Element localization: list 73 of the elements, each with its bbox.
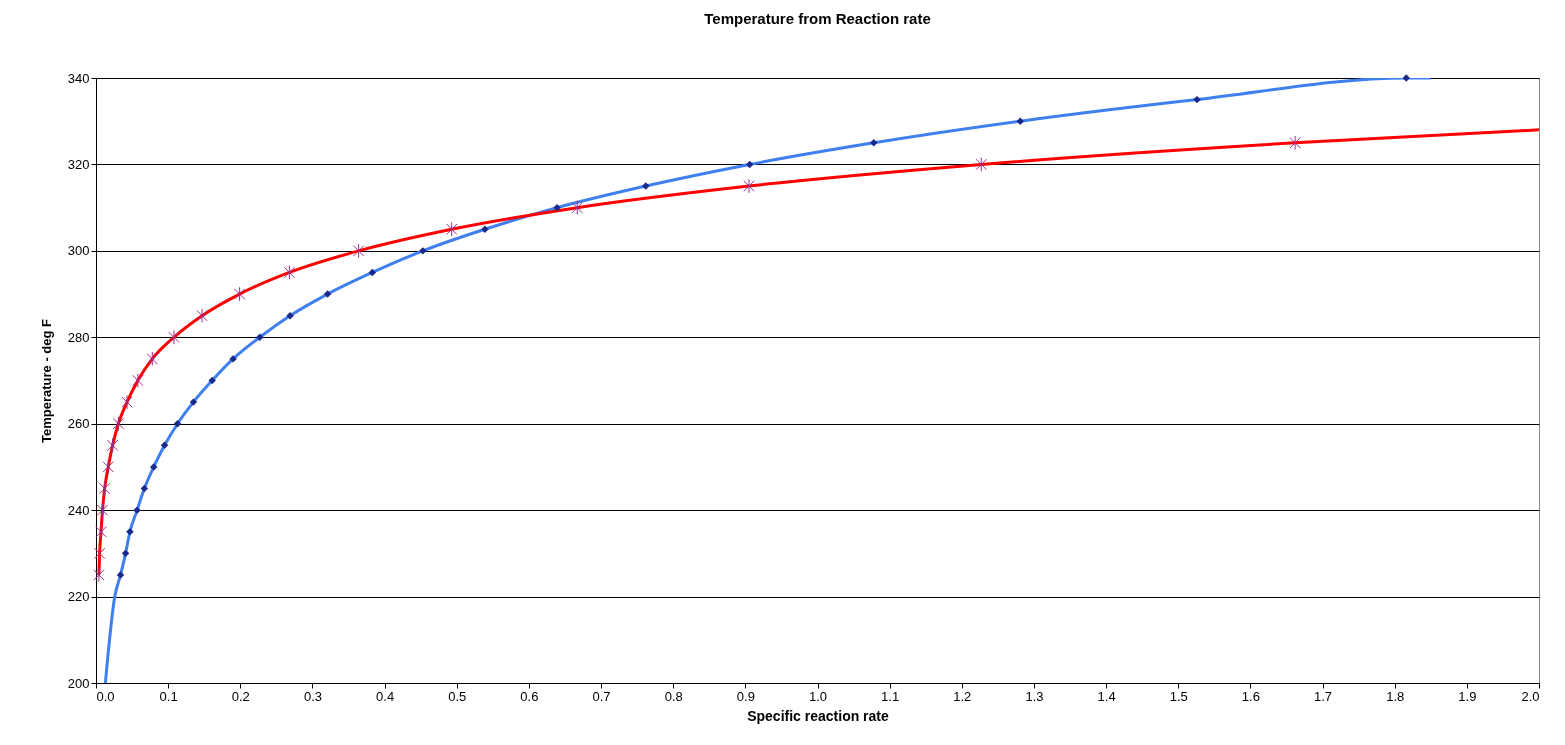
point [196,308,208,323]
point [283,265,296,280]
y-tick-label: 300 [67,243,90,259]
point [870,139,878,147]
point [1289,135,1301,151]
y-tick-label: 260 [67,416,90,432]
point [208,376,216,385]
y-tick-label: 340 [67,70,90,86]
y-tick-label: 200 [67,675,90,691]
point [102,459,115,475]
point [368,268,377,277]
point [173,420,182,428]
x-tick-label: 1.4 [1097,688,1116,704]
point [323,290,332,298]
point [571,200,583,215]
point [745,160,754,169]
x-tick-label: 0.6 [520,688,539,704]
point [286,311,294,320]
point [93,567,105,583]
x-tick-label: 1.2 [953,688,972,704]
point [93,546,106,561]
y-axis-title: Temperature - deg F [38,318,54,444]
point [743,178,755,194]
x-tick-label: 1.5 [1169,688,1188,704]
x-tick-label: 0.4 [376,688,395,704]
point [553,203,561,212]
x-tick-label: 1.0 [808,688,828,704]
point [419,247,427,255]
y-tick-label: 240 [67,502,90,518]
point [233,286,246,302]
y-tick-label: 320 [67,156,90,172]
x-tick-label: 0.5 [448,688,467,704]
y-tick-label: 280 [67,329,90,345]
x-tick-label: 1.9 [1458,688,1477,704]
x-tick-label: 1.7 [1314,688,1333,704]
y-tick-label: 220 [67,589,90,605]
point [189,398,198,406]
x-tick-label: 0.1 [159,688,178,704]
x-tick-label: 0.8 [664,688,683,704]
point [121,549,130,558]
point [256,333,264,341]
chart-title: Temperature from Reaction rate [704,10,931,27]
point [140,484,149,493]
x-tick-label: 0.2 [231,688,250,704]
x-tick-label: 0.3 [303,688,322,704]
point [1193,95,1201,104]
x-tick-label: 1.1 [881,688,900,704]
point [95,524,107,540]
point [146,351,159,367]
x-tick-label: 2.0 [1521,688,1540,704]
x-tick-label: 0.0 [96,688,115,704]
x-tick-label: 0.9 [736,688,755,704]
point [975,157,988,172]
point [160,441,169,450]
point [121,394,133,410]
x-axis-title: Specific reaction rate [747,707,890,724]
point [116,571,125,579]
point [352,243,365,259]
x-tick-label: 1.6 [1241,688,1260,704]
point [481,225,489,233]
x-tick-label: 0.7 [592,688,611,704]
x-tick-label: 1.3 [1025,688,1044,704]
point [126,528,134,536]
point [132,373,144,388]
point [112,416,125,432]
x-tick-label: 1.8 [1386,688,1405,704]
point [96,502,109,518]
point [168,329,180,345]
point [106,438,119,453]
point [1016,117,1024,125]
point [98,481,111,496]
point [445,221,458,237]
point [150,463,158,471]
